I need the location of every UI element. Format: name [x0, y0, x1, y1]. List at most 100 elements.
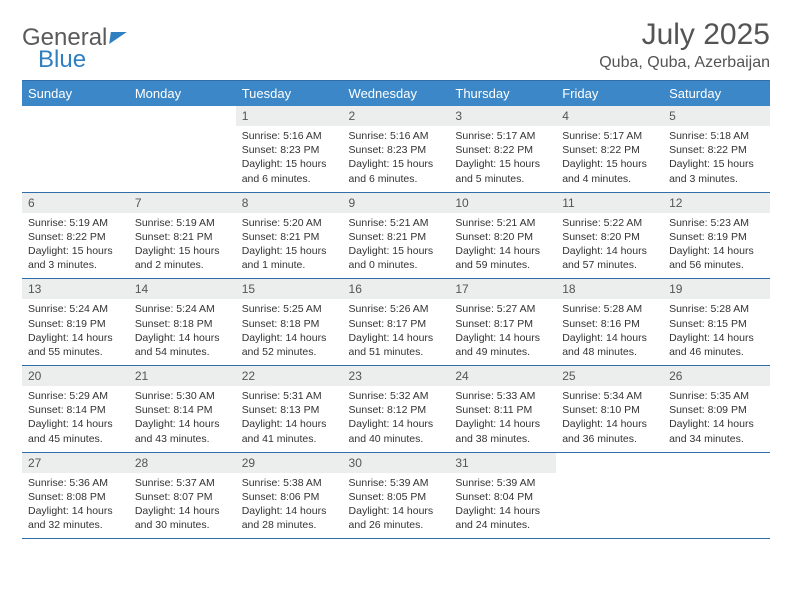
sunrise-text: Sunrise: 5:34 AM [562, 389, 657, 403]
day-number: 27 [22, 453, 129, 473]
daylight-text: Daylight: 14 hours and 40 minutes. [349, 417, 444, 445]
sunrise-text: Sunrise: 5:26 AM [349, 302, 444, 316]
sunrise-text: Sunrise: 5:19 AM [28, 216, 123, 230]
sunset-text: Sunset: 8:15 PM [669, 317, 764, 331]
daylight-text: Daylight: 14 hours and 26 minutes. [349, 504, 444, 532]
sunset-text: Sunset: 8:16 PM [562, 317, 657, 331]
sunset-text: Sunset: 8:13 PM [242, 403, 337, 417]
sunrise-text: Sunrise: 5:37 AM [135, 476, 230, 490]
daylight-text: Daylight: 14 hours and 43 minutes. [135, 417, 230, 445]
location-text: Quba, Quba, Azerbaijan [599, 54, 770, 72]
calendar-cell: 13Sunrise: 5:24 AMSunset: 8:19 PMDayligh… [22, 279, 129, 366]
day-number: 18 [556, 279, 663, 299]
sunset-text: Sunset: 8:17 PM [349, 317, 444, 331]
sunrise-text: Sunrise: 5:19 AM [135, 216, 230, 230]
sunset-text: Sunset: 8:14 PM [135, 403, 230, 417]
sunrise-text: Sunrise: 5:17 AM [455, 129, 550, 143]
sunset-text: Sunset: 8:22 PM [562, 143, 657, 157]
day-details: Sunrise: 5:27 AMSunset: 8:17 PMDaylight:… [449, 299, 556, 365]
calendar-cell: 4Sunrise: 5:17 AMSunset: 8:22 PMDaylight… [556, 106, 663, 192]
daylight-text: Daylight: 14 hours and 28 minutes. [242, 504, 337, 532]
daylight-text: Daylight: 14 hours and 34 minutes. [669, 417, 764, 445]
calendar-cell: 19Sunrise: 5:28 AMSunset: 8:15 PMDayligh… [663, 279, 770, 366]
day-details: Sunrise: 5:38 AMSunset: 8:06 PMDaylight:… [236, 473, 343, 539]
calendar-week-row: 20Sunrise: 5:29 AMSunset: 8:14 PMDayligh… [22, 366, 770, 453]
day-details: Sunrise: 5:28 AMSunset: 8:16 PMDaylight:… [556, 299, 663, 365]
day-details: Sunrise: 5:22 AMSunset: 8:20 PMDaylight:… [556, 213, 663, 279]
day-number: 10 [449, 193, 556, 213]
weekday-header: Tuesday [236, 81, 343, 107]
day-number: 1 [236, 106, 343, 126]
calendar-cell: 6Sunrise: 5:19 AMSunset: 8:22 PMDaylight… [22, 192, 129, 279]
day-details: Sunrise: 5:37 AMSunset: 8:07 PMDaylight:… [129, 473, 236, 539]
sunrise-text: Sunrise: 5:24 AM [135, 302, 230, 316]
sunset-text: Sunset: 8:08 PM [28, 490, 123, 504]
calendar-cell: 29Sunrise: 5:38 AMSunset: 8:06 PMDayligh… [236, 452, 343, 539]
calendar-cell: 27Sunrise: 5:36 AMSunset: 8:08 PMDayligh… [22, 452, 129, 539]
daylight-text: Daylight: 14 hours and 41 minutes. [242, 417, 337, 445]
calendar-cell: 25Sunrise: 5:34 AMSunset: 8:10 PMDayligh… [556, 366, 663, 453]
daylight-text: Daylight: 14 hours and 24 minutes. [455, 504, 550, 532]
day-details: Sunrise: 5:16 AMSunset: 8:23 PMDaylight:… [236, 126, 343, 192]
sunset-text: Sunset: 8:12 PM [349, 403, 444, 417]
daylight-text: Daylight: 14 hours and 45 minutes. [28, 417, 123, 445]
calendar-cell: 16Sunrise: 5:26 AMSunset: 8:17 PMDayligh… [343, 279, 450, 366]
day-details: Sunrise: 5:33 AMSunset: 8:11 PMDaylight:… [449, 386, 556, 452]
day-number: 5 [663, 106, 770, 126]
sunset-text: Sunset: 8:05 PM [349, 490, 444, 504]
month-title: July 2025 [599, 18, 770, 52]
day-number: 11 [556, 193, 663, 213]
day-number: 30 [343, 453, 450, 473]
daylight-text: Daylight: 15 hours and 6 minutes. [242, 157, 337, 185]
sunrise-text: Sunrise: 5:24 AM [28, 302, 123, 316]
day-number: 24 [449, 366, 556, 386]
logo-text-2: Blue [38, 46, 86, 74]
daylight-text: Daylight: 14 hours and 52 minutes. [242, 331, 337, 359]
sunrise-text: Sunrise: 5:28 AM [669, 302, 764, 316]
weekday-header: Monday [129, 81, 236, 107]
calendar-cell: 9Sunrise: 5:21 AMSunset: 8:21 PMDaylight… [343, 192, 450, 279]
calendar-week-row: 6Sunrise: 5:19 AMSunset: 8:22 PMDaylight… [22, 192, 770, 279]
calendar-cell: 28Sunrise: 5:37 AMSunset: 8:07 PMDayligh… [129, 452, 236, 539]
sunset-text: Sunset: 8:11 PM [455, 403, 550, 417]
sunrise-text: Sunrise: 5:39 AM [455, 476, 550, 490]
daylight-text: Daylight: 15 hours and 3 minutes. [28, 244, 123, 272]
sunset-text: Sunset: 8:18 PM [242, 317, 337, 331]
day-number: 23 [343, 366, 450, 386]
daylight-text: Daylight: 14 hours and 57 minutes. [562, 244, 657, 272]
calendar-cell-empty [663, 452, 770, 539]
calendar-cell: 11Sunrise: 5:22 AMSunset: 8:20 PMDayligh… [556, 192, 663, 279]
day-details: Sunrise: 5:19 AMSunset: 8:22 PMDaylight:… [22, 213, 129, 279]
day-details: Sunrise: 5:36 AMSunset: 8:08 PMDaylight:… [22, 473, 129, 539]
day-number: 4 [556, 106, 663, 126]
sunrise-text: Sunrise: 5:22 AM [562, 216, 657, 230]
day-details: Sunrise: 5:35 AMSunset: 8:09 PMDaylight:… [663, 386, 770, 452]
calendar-cell: 18Sunrise: 5:28 AMSunset: 8:16 PMDayligh… [556, 279, 663, 366]
sunrise-text: Sunrise: 5:16 AM [349, 129, 444, 143]
sunrise-text: Sunrise: 5:21 AM [455, 216, 550, 230]
daylight-text: Daylight: 14 hours and 55 minutes. [28, 331, 123, 359]
sunset-text: Sunset: 8:21 PM [349, 230, 444, 244]
daylight-text: Daylight: 14 hours and 36 minutes. [562, 417, 657, 445]
sunrise-text: Sunrise: 5:20 AM [242, 216, 337, 230]
day-details: Sunrise: 5:23 AMSunset: 8:19 PMDaylight:… [663, 213, 770, 279]
calendar-cell: 23Sunrise: 5:32 AMSunset: 8:12 PMDayligh… [343, 366, 450, 453]
day-number: 9 [343, 193, 450, 213]
day-number: 3 [449, 106, 556, 126]
sunset-text: Sunset: 8:22 PM [28, 230, 123, 244]
daylight-text: Daylight: 15 hours and 3 minutes. [669, 157, 764, 185]
page-header: General July 2025 Quba, Quba, Azerbaijan [22, 18, 770, 72]
daylight-text: Daylight: 14 hours and 32 minutes. [28, 504, 123, 532]
calendar-header-row: SundayMondayTuesdayWednesdayThursdayFrid… [22, 81, 770, 107]
weekday-header: Sunday [22, 81, 129, 107]
calendar-week-row: 27Sunrise: 5:36 AMSunset: 8:08 PMDayligh… [22, 452, 770, 539]
calendar-body: 1Sunrise: 5:16 AMSunset: 8:23 PMDaylight… [22, 106, 770, 539]
calendar-cell: 3Sunrise: 5:17 AMSunset: 8:22 PMDaylight… [449, 106, 556, 192]
calendar-cell: 24Sunrise: 5:33 AMSunset: 8:11 PMDayligh… [449, 366, 556, 453]
day-number: 22 [236, 366, 343, 386]
day-number: 17 [449, 279, 556, 299]
sunset-text: Sunset: 8:23 PM [242, 143, 337, 157]
day-number: 13 [22, 279, 129, 299]
calendar-cell: 7Sunrise: 5:19 AMSunset: 8:21 PMDaylight… [129, 192, 236, 279]
weekday-header: Wednesday [343, 81, 450, 107]
